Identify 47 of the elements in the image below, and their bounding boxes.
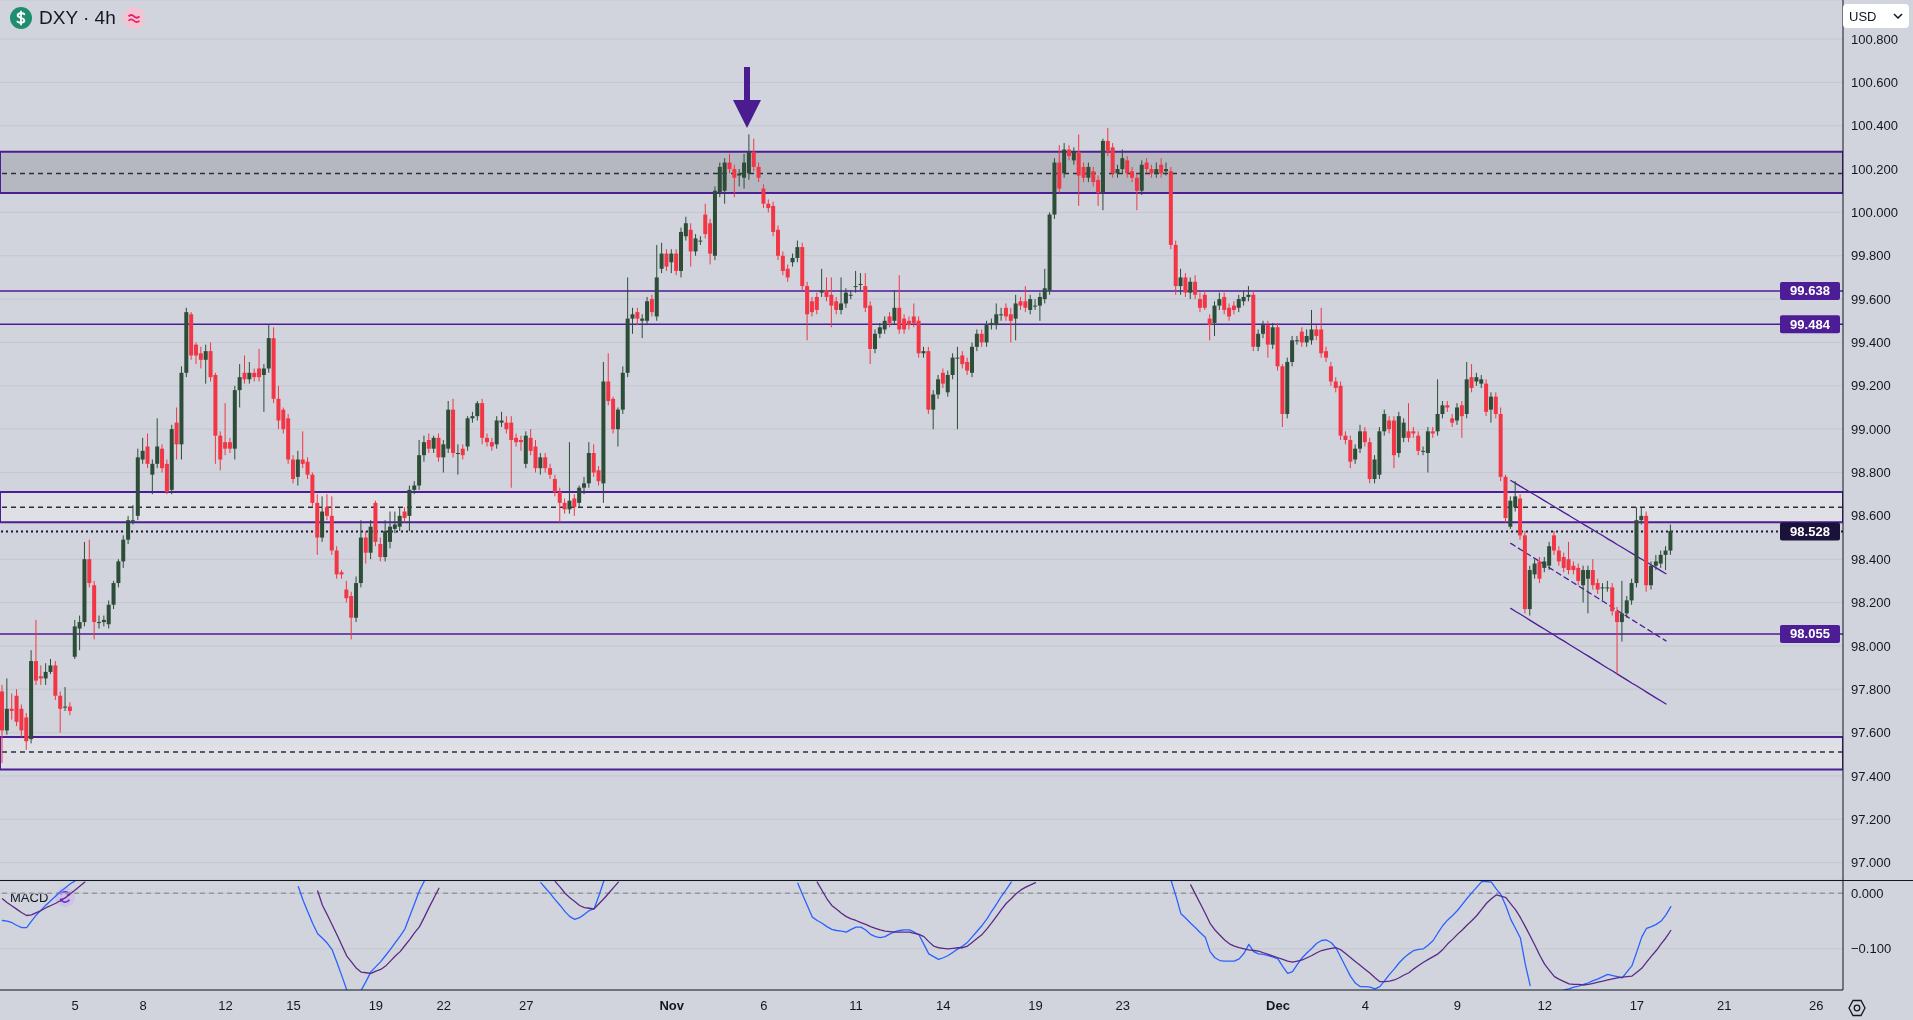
ref-line-label: 99.484 — [1790, 316, 1831, 332]
x-tick-label: Dec — [1266, 998, 1290, 1013]
y-tick-label: 0.000 — [1851, 885, 1884, 901]
x-tick-label: 26 — [1809, 998, 1824, 1013]
x-tick-label: 9 — [1453, 998, 1462, 1013]
y-tick-label: 100.400 — [1851, 118, 1898, 134]
y-tick-label: 97.000 — [1851, 855, 1891, 871]
x-tick-label: 12 — [218, 998, 233, 1013]
x-tick-label: 6 — [760, 998, 768, 1013]
x-tick-label: 23 — [1115, 998, 1131, 1013]
y-tick-label: 100.000 — [1851, 205, 1898, 221]
x-tick-label: 21 — [1716, 998, 1732, 1013]
chart-title: DXY · 4h — [39, 7, 116, 29]
x-tick-label: 4 — [1361, 998, 1369, 1013]
y-tick-label: 99.000 — [1851, 421, 1891, 437]
ref-line-label: 99.638 — [1790, 283, 1830, 299]
x-tick-label: 27 — [518, 998, 534, 1013]
y-tick-label: 98.800 — [1851, 465, 1891, 481]
y-tick-label: 98.200 — [1851, 595, 1891, 611]
x-tick-label: 17 — [1629, 998, 1645, 1013]
x-tick-label: 15 — [286, 998, 301, 1013]
y-tick-label: 97.200 — [1851, 811, 1891, 827]
x-tick-label: 14 — [936, 998, 951, 1013]
y-tick-label: 98.000 — [1851, 638, 1891, 654]
y-tick-label: −0.100 — [1851, 941, 1892, 957]
x-tick-label: 19 — [368, 998, 384, 1013]
y-tick-label: 100.600 — [1851, 74, 1898, 90]
x-tick-label: 11 — [849, 998, 863, 1013]
y-tick-label: 97.600 — [1851, 725, 1891, 741]
y-tick-label: 99.200 — [1851, 378, 1891, 394]
ref-line-label: 98.528 — [1790, 523, 1830, 539]
x-tick-label: 8 — [139, 998, 147, 1013]
y-tick-label: 99.400 — [1851, 335, 1891, 351]
y-tick-label: 100.200 — [1851, 161, 1898, 177]
x-tick-label: 22 — [436, 998, 452, 1013]
x-tick-label: Nov — [659, 998, 685, 1013]
x-tick-label: 19 — [1028, 998, 1043, 1013]
y-tick-label: 97.800 — [1851, 681, 1891, 697]
x-tick-label: 12 — [1537, 998, 1552, 1013]
y-tick-label: 98.600 — [1851, 508, 1891, 524]
y-tick-label: 97.400 — [1851, 768, 1891, 784]
y-tick-label: 99.800 — [1851, 248, 1891, 264]
ref-line-label: 98.055 — [1790, 626, 1830, 642]
x-tick-label: 5 — [71, 998, 79, 1013]
y-tick-label: 99.600 — [1851, 291, 1891, 307]
y-tick-label: 98.400 — [1851, 551, 1891, 567]
y-tick-label: 100.800 — [1851, 31, 1898, 47]
